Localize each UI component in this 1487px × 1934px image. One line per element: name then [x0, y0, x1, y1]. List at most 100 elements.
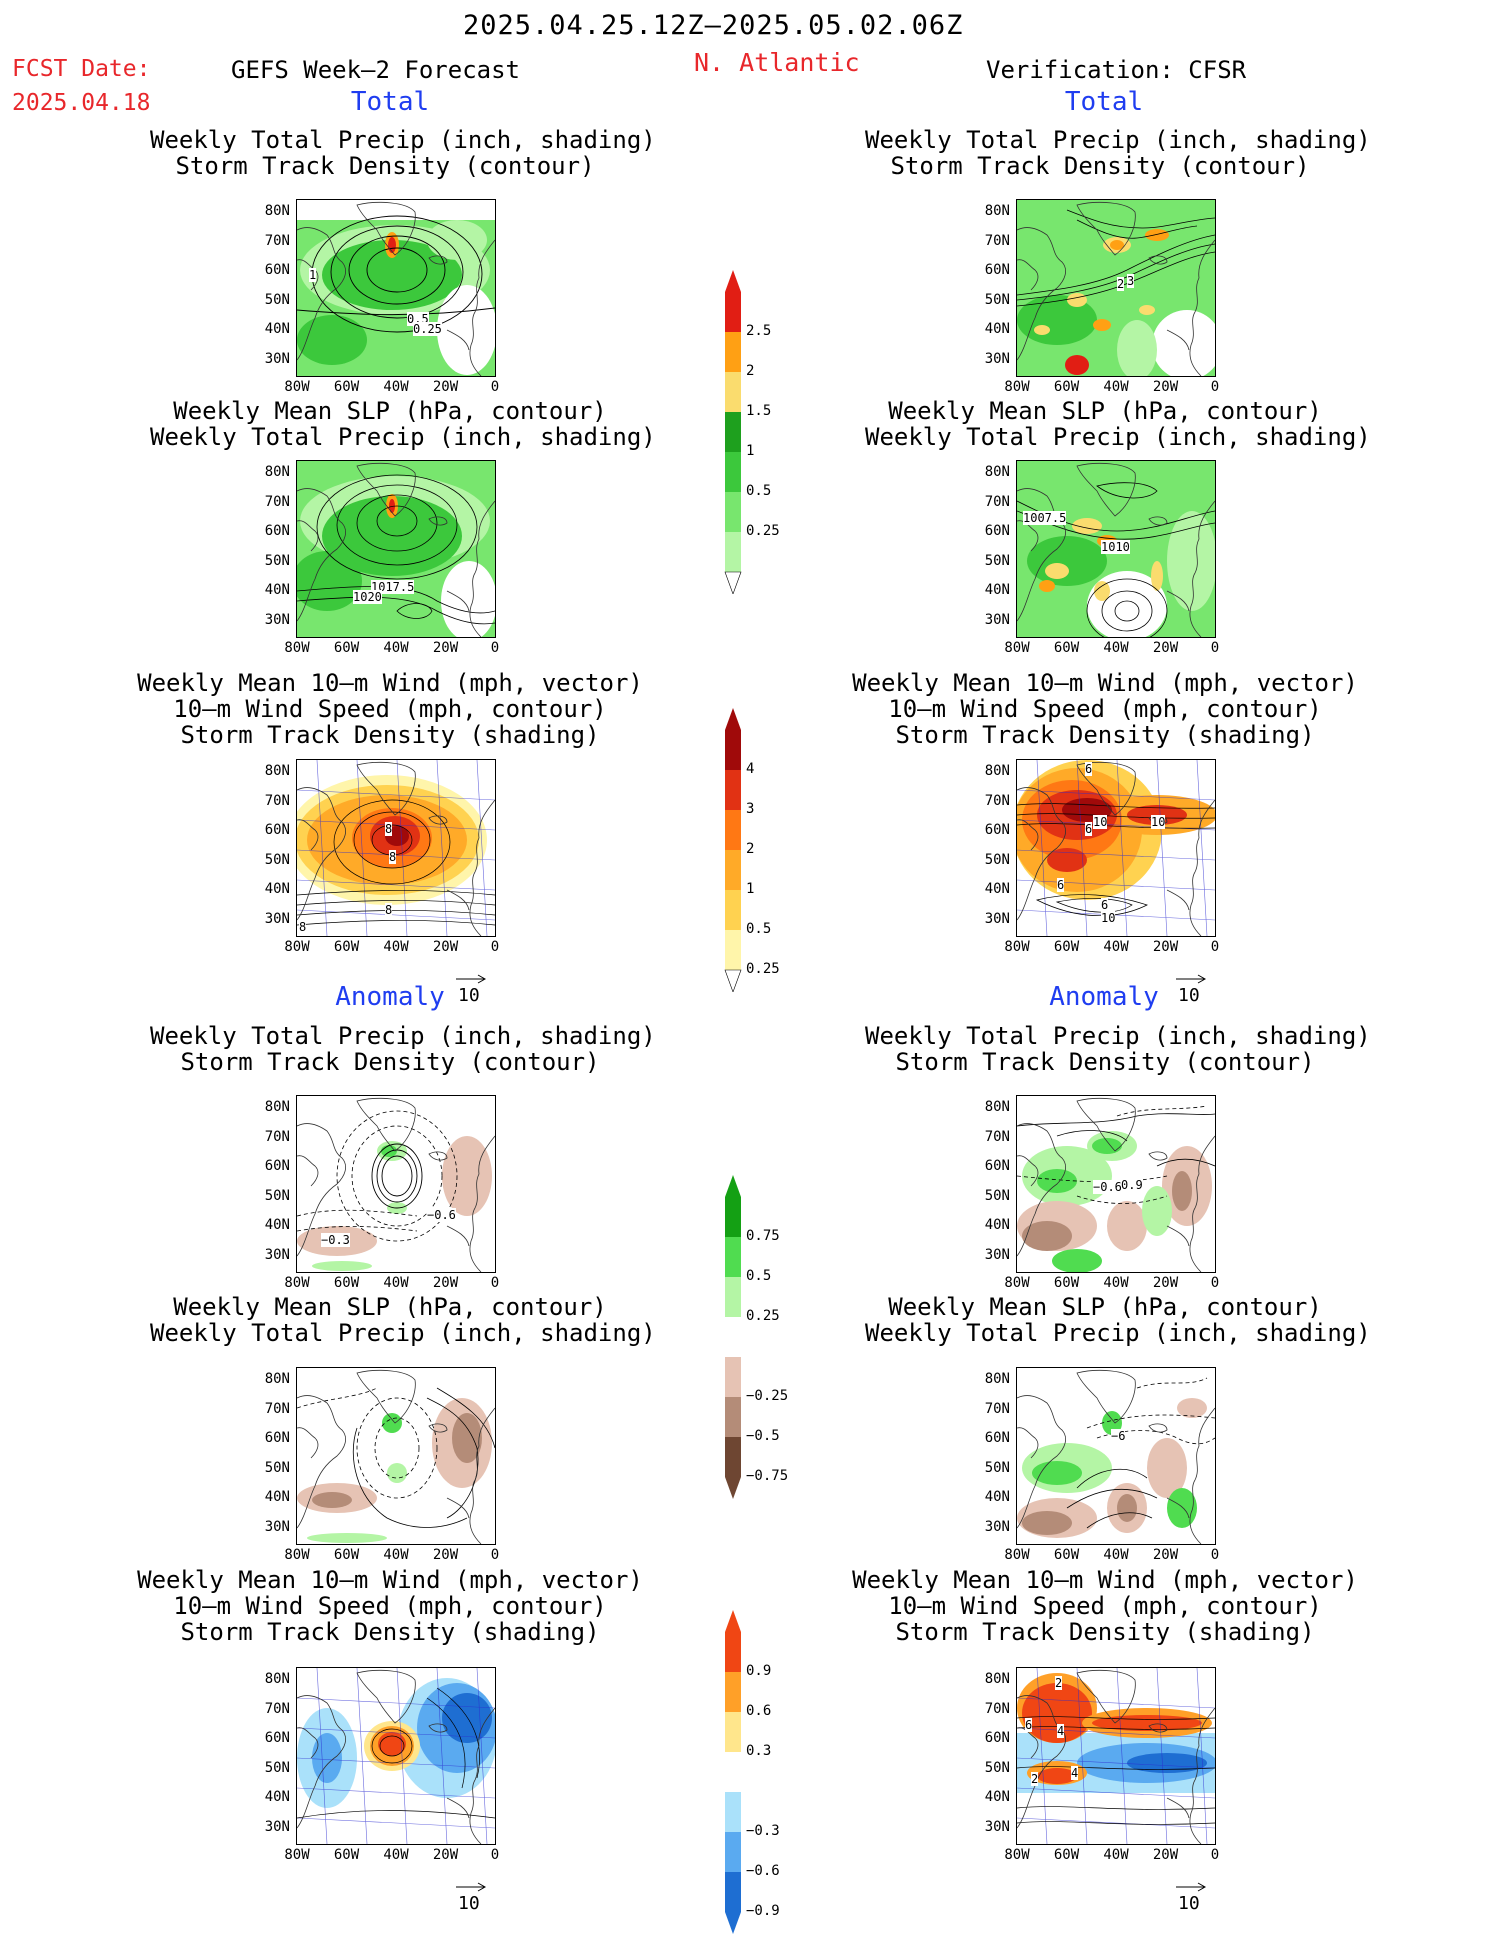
- colorbar-top-triangle: [725, 1610, 741, 1632]
- colorbar-box: [725, 1317, 741, 1357]
- lon-tick-label: 20W: [432, 1275, 459, 1291]
- verification-heading: Verification: CFSR: [986, 56, 1247, 84]
- colorbar-box: [725, 850, 741, 890]
- contour-label: 2: [1117, 277, 1125, 291]
- vector-ref-value: 10: [1178, 985, 1200, 1006]
- lat-tick-label: 80N: [264, 763, 290, 779]
- lat-tick-label: 80N: [984, 1671, 1010, 1687]
- lat-tick-label: 60N: [264, 822, 290, 838]
- colorbar-box: [725, 1397, 741, 1437]
- lon-tick-label: 40W: [383, 939, 409, 955]
- colorbar-bottom-triangle: [725, 1477, 741, 1499]
- panel-title: Weekly Mean 10–m Wind (mph, vector) 10–m…: [137, 1566, 643, 1646]
- lon-tick-label: 20W: [1152, 1547, 1179, 1563]
- section-anomaly-left: Anomaly: [335, 982, 445, 1012]
- lon-tick-label: 60W: [333, 1547, 360, 1563]
- colorbar-label: −0.9: [746, 1903, 780, 1919]
- lat-tick-label: 80N: [984, 763, 1010, 779]
- contour-label: 4: [1057, 1724, 1065, 1738]
- lon-tick-label: 80W: [284, 1847, 310, 1863]
- fcst-date: 2025.04.18: [12, 90, 151, 116]
- lat-tick-label: 70N: [264, 1128, 290, 1145]
- colorbar-box: [725, 1712, 741, 1752]
- vector-reference-fcst-total: 10: [456, 968, 488, 1006]
- lat-tick-label: 70N: [984, 792, 1010, 809]
- map-fcst-wind-track-total: 8 8 8 8: [296, 759, 496, 937]
- lat-tick-label: 70N: [264, 1400, 290, 1417]
- colorbar-box: [725, 1872, 741, 1912]
- lat-tick-label: 60N: [264, 1158, 290, 1174]
- colorbar-box: [725, 1197, 741, 1237]
- vector-ref-value: 10: [458, 985, 480, 1006]
- colorbar-top-triangle: [725, 708, 741, 730]
- lat-tick-label: 70N: [264, 1700, 290, 1717]
- lat-tick-label: 40N: [984, 1217, 1010, 1233]
- colorbar-box: [725, 1832, 741, 1872]
- colorbar-top-triangle: [725, 270, 741, 292]
- lat-tick-label: 40N: [264, 321, 290, 337]
- map-obs-precip-track-total: 2 3: [1016, 199, 1216, 377]
- colorbar-box: [725, 1672, 741, 1712]
- lat-tick-label: 40N: [264, 1489, 290, 1505]
- lon-tick-label: 20W: [432, 379, 459, 395]
- colorbar-precip-total: [724, 270, 742, 594]
- panel-title: Weekly Mean 10–m Wind (mph, vector) 10–m…: [137, 669, 643, 749]
- contour-label: −0.3: [321, 1233, 350, 1247]
- lon-tick-label: 80W: [284, 640, 310, 656]
- contour-label: 0.9: [1121, 1178, 1143, 1192]
- lat-tick-label: 50N: [984, 552, 1010, 569]
- region-label: N. Atlantic: [694, 48, 860, 77]
- lat-tick-label: 60N: [984, 822, 1010, 838]
- lon-tick-label: 0: [490, 939, 500, 955]
- lon-tick-label: 0: [490, 1275, 500, 1291]
- lon-tick-label: 0: [1210, 640, 1220, 656]
- lon-tick-label: 20W: [432, 939, 459, 955]
- colorbar-label: −0.3: [746, 1823, 780, 1839]
- lat-tick-label: 50N: [264, 1759, 290, 1776]
- lat-tick-label: 60N: [984, 1730, 1010, 1746]
- lat-tick-label: 50N: [264, 291, 290, 308]
- vector-reference-obs-total: 10: [1176, 968, 1208, 1006]
- lon-tick-label: 20W: [1152, 1847, 1179, 1863]
- colorbar-label: 0.25: [746, 1308, 780, 1324]
- lat-tick-label: 80N: [984, 203, 1010, 219]
- colorbar-label: 2.5: [746, 323, 772, 339]
- colorbar-box: [725, 1792, 741, 1832]
- lon-tick-label: 20W: [1152, 640, 1179, 656]
- panel-title: Weekly Total Precip (inch, shading) Stor…: [865, 1022, 1371, 1076]
- panel-title: Weekly Total Precip (inch, shading) Stor…: [865, 126, 1371, 180]
- lat-tick-label: 70N: [984, 493, 1010, 510]
- lon-tick-label: 0: [1210, 1847, 1220, 1863]
- lon-tick-label: 60W: [1053, 939, 1080, 955]
- lat-tick-label: 80N: [264, 203, 290, 219]
- contour-label: −6: [1111, 1429, 1126, 1443]
- lat-tick-label: 40N: [264, 582, 290, 598]
- contour-label: 6: [1025, 1718, 1033, 1732]
- colorbar-bottom-triangle: [725, 1912, 741, 1934]
- contour-label: 3: [1127, 274, 1135, 288]
- lat-tick-label: 80N: [264, 1099, 290, 1115]
- colorbar-box: [725, 930, 741, 970]
- lon-tick-label: 0: [1210, 379, 1220, 395]
- lon-tick-label: 80W: [284, 1547, 310, 1563]
- lat-tick-label: 60N: [984, 1158, 1010, 1174]
- lat-tick-label: 50N: [264, 552, 290, 569]
- contour-label: 2: [1031, 1772, 1039, 1786]
- colorbar-label: 0.25: [746, 961, 780, 977]
- colorbar-box: [725, 810, 741, 850]
- contour-label: 1010: [1101, 540, 1130, 554]
- lat-tick-label: 80N: [984, 464, 1010, 480]
- contour-label: 0.25: [413, 322, 442, 336]
- lat-tick-label: 40N: [264, 1217, 290, 1233]
- lat-tick-label: 40N: [264, 1789, 290, 1805]
- colorbar-box: [725, 1632, 741, 1672]
- colorbar-label: −0.5: [746, 1428, 780, 1444]
- lon-tick-label: 40W: [1103, 939, 1129, 955]
- colorbar-label: −0.6: [746, 1863, 780, 1879]
- contour-label: 8: [389, 850, 397, 864]
- lat-tick-label: 70N: [264, 232, 290, 249]
- colorbar-label: 1.5: [746, 403, 772, 419]
- lon-tick-label: 20W: [432, 640, 459, 656]
- vector-ref-value: 10: [1178, 1893, 1200, 1914]
- lon-tick-label: 0: [1210, 939, 1220, 955]
